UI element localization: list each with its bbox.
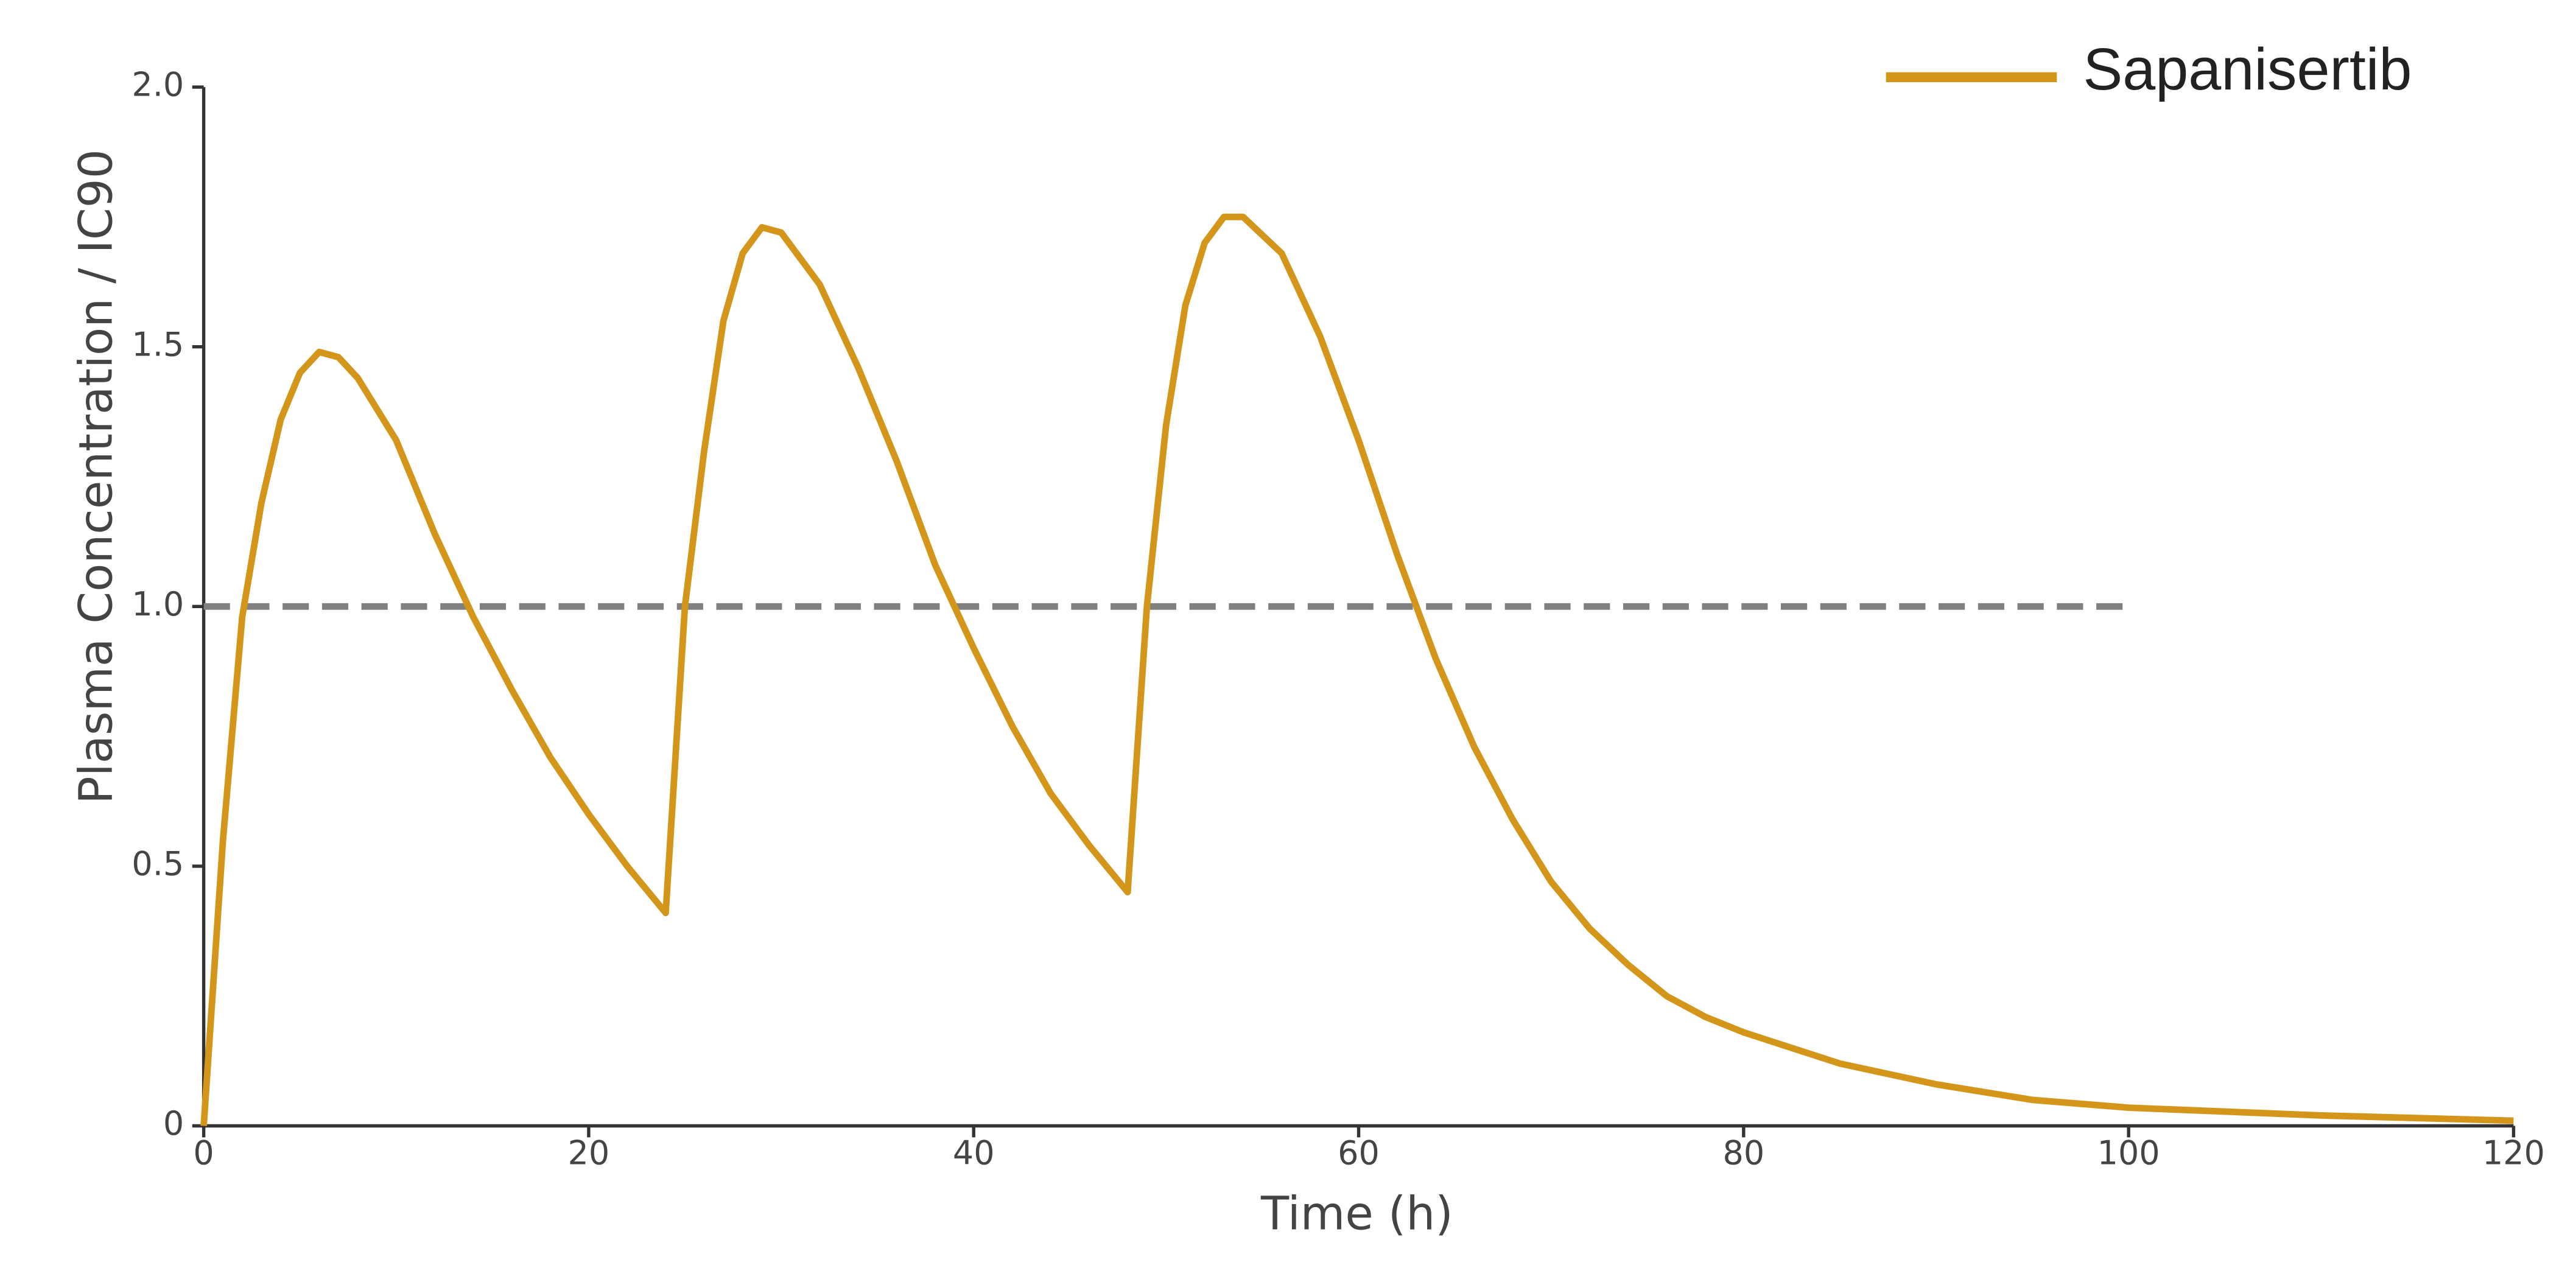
y-tick-label: 1.0 [132, 585, 184, 623]
y-axis-label: Plasma Concentration / IC90 [69, 149, 123, 804]
y-tick-label: 0.5 [132, 845, 184, 883]
y-tick-label: 1.5 [132, 325, 184, 363]
x-tick-label: 0 [193, 1134, 214, 1172]
x-axis-label: Time (h) [1260, 1187, 1453, 1241]
x-tick-label: 80 [1723, 1134, 1765, 1172]
x-tick-label: 120 [2482, 1134, 2545, 1172]
data-line [200, 214, 2514, 1126]
y-tick-label: 2.0 [132, 66, 184, 104]
x-tick-label: 100 [2097, 1134, 2160, 1172]
legend-label: Sapanisertib [2083, 36, 2412, 102]
x-tick-label: 40 [953, 1134, 995, 1172]
x-tick-label: 20 [568, 1134, 610, 1172]
x-tick-label: 60 [1338, 1134, 1380, 1172]
y-tick-label: 0 [163, 1104, 184, 1143]
